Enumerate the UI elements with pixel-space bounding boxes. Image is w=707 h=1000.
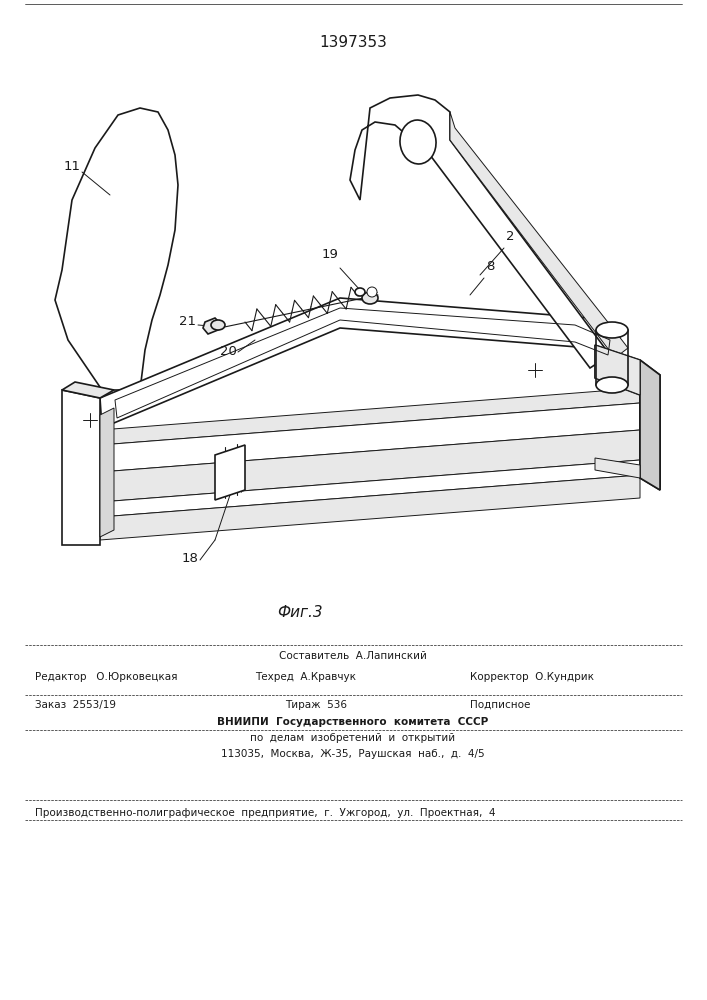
- Polygon shape: [62, 390, 100, 545]
- Polygon shape: [350, 95, 610, 368]
- Polygon shape: [450, 112, 628, 358]
- Polygon shape: [215, 445, 245, 500]
- Polygon shape: [62, 382, 114, 398]
- Ellipse shape: [355, 288, 365, 296]
- Polygon shape: [640, 388, 660, 487]
- Text: Производственно-полиграфическое  предприятие,  г.  Ужгород,  ул.  Проектная,  4: Производственно-полиграфическое предприя…: [35, 808, 496, 818]
- Text: Редактор   О.Юрковецкая: Редактор О.Юрковецкая: [35, 672, 177, 682]
- Text: 1397353: 1397353: [319, 35, 387, 50]
- Polygon shape: [595, 458, 640, 478]
- Text: Корректор  О.Кундрик: Корректор О.Кундрик: [470, 672, 594, 682]
- Polygon shape: [640, 388, 660, 487]
- Text: 18: 18: [182, 552, 199, 565]
- Text: Техред  А.Кравчук: Техред А.Кравчук: [255, 672, 356, 682]
- Ellipse shape: [596, 377, 628, 393]
- Text: Подписное: Подписное: [470, 700, 530, 710]
- Polygon shape: [100, 460, 660, 517]
- Text: 21: 21: [180, 315, 197, 328]
- Text: ВНИИПИ  Государственного  комитета  СССР: ВНИИПИ Государственного комитета СССР: [217, 717, 489, 727]
- Ellipse shape: [211, 320, 225, 330]
- Polygon shape: [100, 408, 114, 537]
- Polygon shape: [100, 403, 640, 472]
- Text: Составитель  А.Лапинский: Составитель А.Лапинский: [279, 651, 427, 661]
- Polygon shape: [595, 345, 640, 395]
- Text: по  делам  изобретений  и  открытий: по делам изобретений и открытий: [250, 733, 455, 743]
- Text: Фиг.3: Фиг.3: [277, 605, 323, 620]
- Text: 8: 8: [486, 260, 494, 273]
- Circle shape: [367, 287, 377, 297]
- Polygon shape: [100, 430, 640, 502]
- Polygon shape: [640, 360, 660, 490]
- Polygon shape: [595, 345, 660, 490]
- Text: 113035,  Москва,  Ж-35,  Раушская  наб.,  д.  4/5: 113035, Москва, Ж-35, Раушская наб., д. …: [221, 749, 485, 759]
- Polygon shape: [55, 108, 178, 390]
- Polygon shape: [100, 475, 640, 540]
- Text: Заказ  2553/19: Заказ 2553/19: [35, 700, 116, 710]
- Ellipse shape: [400, 120, 436, 164]
- Text: 19: 19: [322, 248, 339, 261]
- Text: 11: 11: [64, 160, 81, 173]
- Ellipse shape: [362, 292, 378, 304]
- Polygon shape: [203, 318, 220, 334]
- Ellipse shape: [596, 322, 628, 338]
- Polygon shape: [100, 298, 620, 428]
- Text: 20: 20: [220, 345, 236, 358]
- Polygon shape: [100, 388, 660, 445]
- Text: Тираж  536: Тираж 536: [285, 700, 347, 710]
- Text: 2: 2: [506, 230, 514, 243]
